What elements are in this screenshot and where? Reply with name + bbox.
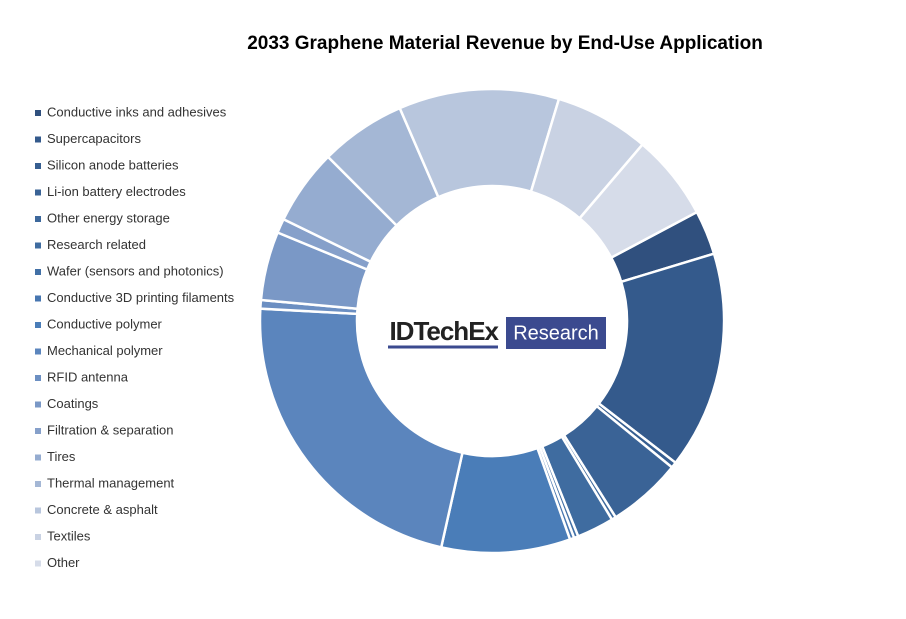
legend-label: RFID antenna <box>47 369 129 384</box>
legend-swatch <box>35 322 41 328</box>
legend-label: Thermal management <box>47 475 175 490</box>
legend-swatch <box>35 269 41 275</box>
legend-label: Concrete & asphalt <box>47 502 158 517</box>
legend-swatch <box>35 428 41 434</box>
legend-label: Mechanical polymer <box>47 343 163 358</box>
legend-label: Tires <box>47 449 76 464</box>
legend-label: Research related <box>47 237 146 252</box>
legend-swatch <box>35 401 41 408</box>
legend-label: Other <box>47 555 80 570</box>
legend-swatch <box>35 216 41 222</box>
legend-label: Textiles <box>47 528 91 543</box>
legend-label: Supercapacitors <box>47 131 141 146</box>
logo-brand: IDTechEx <box>389 316 499 346</box>
legend-label: Conductive 3D printing filaments <box>47 290 235 305</box>
legend-label: Other energy storage <box>47 210 170 225</box>
chart-title: 2033 Graphene Material Revenue by End-Us… <box>247 33 763 54</box>
legend-label: Coatings <box>47 396 99 411</box>
legend-swatch <box>35 481 41 487</box>
legend-swatch <box>35 242 41 249</box>
legend-swatch <box>35 295 41 302</box>
donut-segment <box>577 142 699 260</box>
legend-swatch <box>35 163 41 169</box>
legend-swatch <box>35 348 41 355</box>
legend-label: Filtration & separation <box>47 422 173 437</box>
legend-swatch <box>35 189 41 196</box>
legend-label: Silicon anode batteries <box>47 157 179 172</box>
legend-label: Conductive polymer <box>47 316 163 331</box>
legend-swatch <box>35 110 41 116</box>
legend-swatch <box>35 454 41 461</box>
legend-swatch <box>35 560 41 567</box>
legend-swatch <box>35 136 41 143</box>
legend-label: Conductive inks and adhesives <box>47 104 227 119</box>
legend-swatch <box>35 507 41 514</box>
legend-swatch <box>35 534 41 540</box>
legend-label: Li-ion battery electrodes <box>47 184 186 199</box>
legend-label: Wafer (sensors and photonics) <box>47 263 224 278</box>
legend-swatch <box>35 375 41 381</box>
logo-box <box>506 317 606 349</box>
donut-segment <box>258 307 464 549</box>
logo-label: Research <box>513 322 599 344</box>
